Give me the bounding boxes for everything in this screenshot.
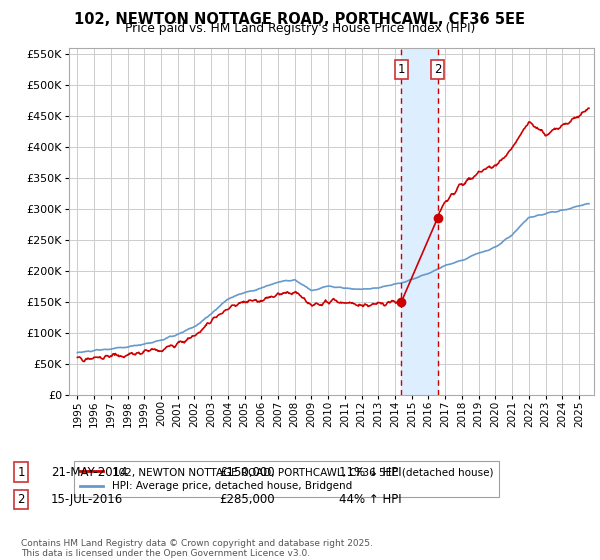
Text: 11% ↓ HPI: 11% ↓ HPI	[339, 465, 401, 479]
Text: 1: 1	[398, 63, 405, 76]
Text: 1: 1	[17, 465, 25, 479]
Text: 2: 2	[17, 493, 25, 506]
Text: Contains HM Land Registry data © Crown copyright and database right 2025.
This d: Contains HM Land Registry data © Crown c…	[21, 539, 373, 558]
Text: Price paid vs. HM Land Registry's House Price Index (HPI): Price paid vs. HM Land Registry's House …	[125, 22, 475, 35]
Legend: 102, NEWTON NOTTAGE ROAD, PORTHCAWL, CF36 5EE (detached house), HPI: Average pri: 102, NEWTON NOTTAGE ROAD, PORTHCAWL, CF3…	[74, 461, 499, 497]
Text: £285,000: £285,000	[219, 493, 275, 506]
Text: 21-MAY-2014: 21-MAY-2014	[51, 465, 128, 479]
Text: £150,000: £150,000	[219, 465, 275, 479]
Text: 2: 2	[434, 63, 441, 76]
Text: 15-JUL-2016: 15-JUL-2016	[51, 493, 123, 506]
Bar	[401, 48, 437, 395]
Text: 44% ↑ HPI: 44% ↑ HPI	[339, 493, 401, 506]
Text: 102, NEWTON NOTTAGE ROAD, PORTHCAWL, CF36 5EE: 102, NEWTON NOTTAGE ROAD, PORTHCAWL, CF3…	[74, 12, 526, 27]
